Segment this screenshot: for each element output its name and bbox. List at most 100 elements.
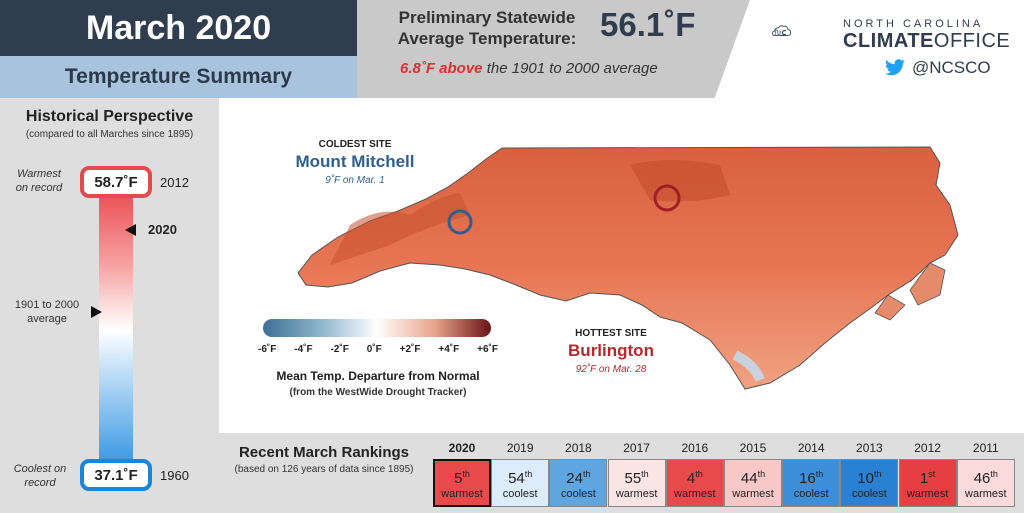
legend-tick: 0˚F — [366, 344, 382, 355]
ranking-number: 10th — [857, 466, 881, 487]
ranking-cell: 44th warmest — [724, 459, 782, 507]
ranking-number: 1st — [920, 466, 935, 487]
ranking-suffix: th — [582, 468, 591, 479]
current-year-label: 2020 — [148, 222, 177, 237]
hottest-site-name: Burlington — [568, 341, 654, 360]
ranking-cell: 4th warmest — [665, 459, 724, 507]
normal-label-line2: average — [27, 313, 67, 325]
legend-tick: -2˚F — [330, 344, 349, 355]
warmest-label-line1: Warmest — [17, 168, 61, 180]
ranking-suffix: th — [873, 468, 882, 479]
ranking-column: 2017 55th warmest — [607, 437, 666, 513]
ranking-year: 2016 — [681, 441, 709, 455]
logo-big-text: CLIMATEOFFICE — [843, 30, 1010, 53]
ranking-description: coolest — [560, 487, 596, 500]
ranking-cell: 5th warmest — [433, 459, 491, 507]
logo-big-light: OFFICE — [933, 30, 1011, 52]
normal-marker-icon — [91, 306, 102, 318]
ranking-number: 54th — [508, 466, 532, 487]
warmest-value-box: 58.7˚F — [80, 166, 152, 198]
hottest-site-detail: 92˚F on Mar. 28 — [575, 364, 647, 375]
coolest-label-line2: record — [24, 477, 56, 489]
ranking-cell: 24th coolest — [549, 459, 608, 507]
ranking-year: 2018 — [565, 441, 592, 455]
ranking-suffix: th — [757, 468, 766, 479]
ranking-number: 24th — [566, 466, 590, 487]
legend-tick: +4˚F — [438, 344, 460, 355]
ranking-rank: 1 — [919, 469, 929, 487]
ranking-year: 2011 — [972, 441, 999, 455]
legend-tick: +2˚F — [399, 344, 421, 355]
warmest-label-line2: on record — [15, 182, 63, 194]
departure-legend-ticks: -6˚F -4˚F -2˚F 0˚F +2˚F +4˚F +6˚F — [258, 344, 498, 355]
historical-title: Historical Perspective — [25, 108, 194, 125]
ranking-cell: 55th warmest — [607, 459, 666, 507]
ranking-rank: 5 — [454, 469, 463, 487]
coldest-site-marker — [447, 209, 473, 235]
ranking-description: warmest — [441, 487, 483, 500]
ranking-rank: 55 — [624, 469, 642, 487]
legend-tick: -4˚F — [294, 344, 313, 355]
statewide-average-value: 56.1˚F — [600, 6, 696, 43]
warmest-year: 2012 — [160, 175, 189, 190]
page-subtitle: Temperature Summary — [0, 56, 357, 98]
logo-big-bold: CLIMATE — [843, 30, 934, 52]
ranking-cell: 1st warmest — [898, 459, 957, 507]
ranking-column: 2016 4th warmest — [665, 437, 724, 513]
climate-office-logo-icon — [772, 25, 792, 36]
legend-tick: +6˚F — [477, 344, 498, 355]
ranking-description: warmest — [965, 487, 1007, 500]
coldest-site-detail: 9˚F on Mar. 1 — [325, 175, 385, 186]
ranking-column: 2020 5th warmest — [433, 437, 491, 513]
ranking-suffix: th — [695, 468, 703, 479]
ranking-description: warmest — [906, 487, 949, 500]
ranking-column: 2012 1st warmest — [898, 437, 957, 513]
rankings-title: Recent March Rankings — [238, 444, 410, 461]
statewide-stat-label: Preliminary Statewide Average Temperatur… — [392, 7, 582, 49]
ranking-year: 2017 — [623, 441, 650, 455]
twitter-handle-text: @NCSCO — [912, 58, 991, 77]
ranking-suffix: th — [815, 468, 824, 479]
coldest-site-caption: COLDEST SITE — [318, 139, 392, 150]
coolest-year: 1960 — [160, 468, 189, 483]
ranking-number: 4th — [687, 466, 703, 487]
ranking-suffix: st — [928, 468, 936, 479]
logo-small-text: NORTH CAROLINA — [843, 18, 984, 30]
legend-tick: -6˚F — [258, 344, 277, 355]
current-year-marker-icon — [125, 224, 136, 236]
ranking-column: 2013 10th coolest — [840, 437, 899, 513]
page-title: March 2020 — [0, 0, 357, 56]
anomaly-rest: the 1901 to 2000 average — [486, 60, 658, 77]
ranking-suffix: th — [990, 468, 998, 479]
coolest-value-box: 37.1˚F — [80, 459, 152, 491]
ranking-rank: 10 — [857, 469, 874, 487]
ranking-description: coolest — [851, 487, 887, 500]
coolest-label-line1: Coolest on — [13, 463, 67, 475]
statewide-stat-band — [357, 0, 750, 98]
normal-label: 1901 to 2000 average — [4, 298, 90, 326]
ranking-column: 2018 24th coolest — [549, 437, 608, 513]
ranking-number: 16th — [799, 466, 823, 487]
ranking-cell: 10th coolest — [840, 459, 899, 507]
ranking-rank: 46 — [973, 469, 991, 487]
ranking-cell: 16th coolest — [782, 459, 841, 507]
ranking-column: 2015 44th warmest — [724, 437, 782, 513]
coldest-site-name: Mount Mitchell — [295, 152, 415, 171]
statewide-anomaly-note: 6.8˚F above the 1901 to 2000 average — [400, 60, 658, 77]
warmest-label: Warmest on record — [6, 167, 72, 195]
rankings-subtitle: (based on 126 years of data since 1895) — [234, 464, 414, 475]
legend-title: Mean Temp. Departure from Normal — [276, 369, 480, 383]
ranking-suffix: th — [462, 468, 470, 479]
hottest-site-marker — [653, 184, 681, 212]
ranking-number: 44th — [741, 466, 765, 487]
legend-subtitle: (from the WestWide Drought Tracker) — [289, 387, 467, 398]
ranking-column: 2014 16th coolest — [782, 437, 841, 513]
ranking-year: 2015 — [739, 441, 767, 455]
coolest-label: Coolest on record — [4, 462, 76, 490]
stat-label-line2: Average Temperature: — [397, 29, 577, 48]
ranking-rank: 4 — [686, 469, 696, 487]
ranking-cell: 46th warmest — [956, 459, 1015, 507]
ranking-cell: 54th coolest — [491, 459, 550, 507]
twitter-handle[interactable]: @NCSCO — [884, 58, 991, 78]
historical-subtitle: (compared to all Marches since 1895) — [25, 129, 194, 140]
